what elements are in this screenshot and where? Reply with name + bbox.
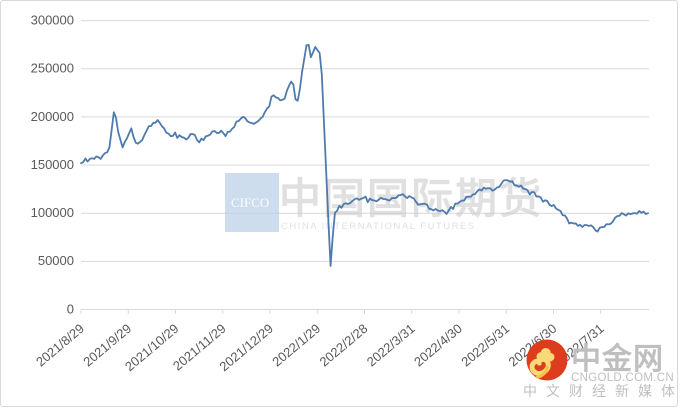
svg-text:2022/4/30: 2022/4/30 [411,321,465,370]
svg-text:200000: 200000 [31,109,74,124]
svg-text:300000: 300000 [31,13,74,28]
svg-text:2022/2/28: 2022/2/28 [316,321,370,370]
svg-text:2022/1/29: 2022/1/29 [269,321,323,370]
svg-text:2022/3/31: 2022/3/31 [364,321,418,370]
svg-text:2021/8/29: 2021/8/29 [33,321,87,370]
svg-text:50000: 50000 [38,253,74,268]
svg-text:0: 0 [67,301,74,316]
svg-text:100000: 100000 [31,205,74,220]
svg-text:CIFCO: CIFCO [231,195,269,210]
svg-text:CHINA INTERNATIONAL FUTURES: CHINA INTERNATIONAL FUTURES [281,221,476,232]
svg-text:250000: 250000 [31,61,74,76]
svg-text:2022/5/31: 2022/5/31 [458,321,512,370]
svg-text:150000: 150000 [31,157,74,172]
